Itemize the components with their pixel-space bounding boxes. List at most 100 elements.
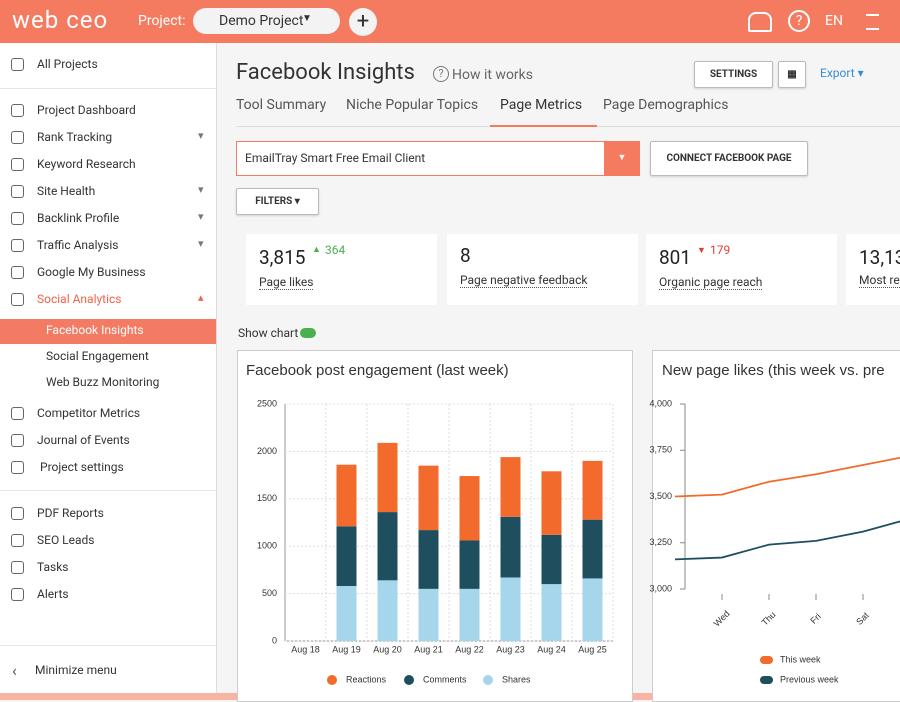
bar-segment <box>500 577 521 641</box>
menu-item[interactable]: Social Engagement <box>46 349 149 363</box>
chart-toggle[interactable] <box>300 328 316 338</box>
separator <box>0 645 216 646</box>
metric-change: 179 <box>710 243 731 257</box>
connect-button[interactable]: CONNECT FACEBOOK PAGE <box>650 141 808 176</box>
legend-swatch <box>327 675 337 685</box>
filters-label: FILTERS <box>255 196 293 207</box>
export-link[interactable]: Export ▾ <box>820 66 864 80</box>
menu-icon <box>11 212 24 225</box>
sidebar <box>0 43 217 693</box>
menu-item[interactable]: Alerts <box>37 587 69 601</box>
menu-item[interactable]: Backlink Profile <box>37 211 120 225</box>
menu-icon <box>11 104 24 117</box>
project-selector[interactable] <box>193 8 340 34</box>
tab[interactable]: Tool Summary <box>236 97 327 113</box>
bar-segment <box>582 578 603 641</box>
add-button[interactable]: + <box>349 8 377 36</box>
language[interactable]: EN <box>825 13 843 29</box>
menu-icon <box>11 461 24 474</box>
trend-arrow: ▲ <box>312 245 321 255</box>
menu-item[interactable]: Web Buzz Monitoring <box>46 375 160 389</box>
tab[interactable]: Page Metrics <box>500 97 583 113</box>
logo[interactable]: web ceo <box>12 6 109 34</box>
settings-button[interactable]: SETTINGS <box>694 61 773 88</box>
legend-label: This week <box>780 654 821 664</box>
menu-icon <box>11 58 24 71</box>
menu-item[interactable]: Social Analytics <box>37 292 122 306</box>
users-icon[interactable] <box>748 12 772 32</box>
x-tick-label: Fri <box>808 611 822 625</box>
metric-value: 13,13 <box>859 246 900 269</box>
project-label: Project: <box>138 13 186 29</box>
minimize-icon: ‹ <box>12 661 17 680</box>
menu-item[interactable]: Rank Tracking <box>37 130 113 144</box>
menu-item[interactable]: PDF Reports <box>37 506 104 520</box>
calendar-button[interactable]: ▦ <box>778 61 806 88</box>
menu-item[interactable]: Keyword Research <box>37 157 136 171</box>
selected-page: EmailTray Smart Free Email Client <box>245 151 426 165</box>
menu-icon[interactable] <box>866 14 879 30</box>
y-tick-label: 2500 <box>257 398 277 408</box>
menu-item[interactable]: All Projects <box>37 57 98 71</box>
menu-icon <box>11 293 24 306</box>
metric-value: 3,815 <box>259 246 306 269</box>
menu-item[interactable]: Tasks <box>37 560 69 574</box>
bar-segment <box>418 465 439 531</box>
bar-segment <box>459 540 480 589</box>
menu-arrow: ▾ <box>198 129 204 142</box>
bar-segment <box>500 516 521 578</box>
line <box>674 520 900 561</box>
help-icon[interactable]: ? <box>788 10 810 32</box>
menu-item[interactable]: Project settings <box>40 460 124 474</box>
x-tick-label: Wed <box>712 609 732 629</box>
menu-item[interactable]: Competitor Metrics <box>37 406 141 420</box>
tab[interactable]: Page Demographics <box>603 97 729 113</box>
bar-segment <box>541 584 562 641</box>
menu-item[interactable]: Google My Business <box>37 265 146 279</box>
menu-item[interactable]: Traffic Analysis <box>37 238 119 252</box>
y-tick-label: 4,000 <box>649 398 672 408</box>
y-tick-label: 1000 <box>257 541 277 551</box>
menu-item[interactable]: Journal of Events <box>37 433 130 447</box>
bar-segment <box>541 534 562 585</box>
metric-card: 801 ▼ 179 Organic page reach <box>646 234 837 305</box>
menu-item[interactable]: Project Dashboard <box>37 103 136 117</box>
menu-item[interactable]: Site Health <box>37 184 96 198</box>
menu-icon <box>11 534 24 547</box>
bar-segment <box>418 530 439 589</box>
x-tick-label: Thu <box>760 610 778 628</box>
x-tick-label: Aug 20 <box>373 644 402 654</box>
metric-label: Organic page reach <box>659 275 763 290</box>
metric-value: 8 <box>460 244 471 267</box>
bar-segment <box>377 580 398 641</box>
legend-label: Comments <box>423 674 467 684</box>
caret: ▼ <box>302 13 312 24</box>
project-name: Demo Project <box>219 13 304 29</box>
legend-toggle <box>760 656 773 664</box>
bar-segment <box>500 457 521 517</box>
y-tick-label: 3,750 <box>649 445 672 455</box>
metric-card: 3,815 ▲ 364 Page likes <box>246 234 437 305</box>
metric-card: 13,13 Most re <box>846 234 900 305</box>
menu-icon <box>11 434 24 447</box>
menu-arrow: ▾ <box>198 210 204 223</box>
metric-label: Page negative feedback <box>460 273 588 288</box>
active-item <box>0 319 216 344</box>
chart-title: Facebook post engagement (last week) <box>246 362 509 379</box>
minimize-menu[interactable]: Minimize menu <box>35 663 117 677</box>
y-tick-label: 3,250 <box>649 537 672 547</box>
page-select[interactable] <box>236 141 640 176</box>
settings-label: SETTINGS <box>709 69 758 80</box>
how-it-works[interactable]: How it works <box>452 67 533 83</box>
filters-button[interactable]: FILTERS ▾ <box>236 188 319 215</box>
menu-icon <box>11 239 24 252</box>
y-tick-label: 0 <box>272 635 277 645</box>
separator <box>0 88 216 89</box>
bar-segment <box>336 526 357 587</box>
menu-item[interactable]: SEO Leads <box>37 533 95 547</box>
select-caret[interactable]: ▼ <box>604 141 640 176</box>
menu-item[interactable]: Facebook Insights <box>46 323 144 337</box>
bar-segment <box>582 519 603 579</box>
tab[interactable]: Niche Popular Topics <box>346 97 479 113</box>
